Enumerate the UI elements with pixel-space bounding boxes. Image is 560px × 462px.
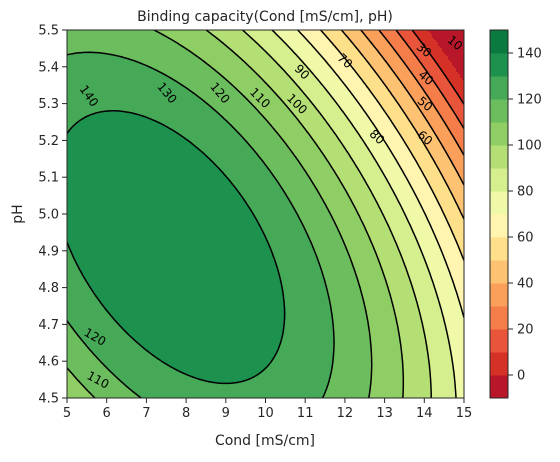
colorbar-tick-label: 40 [517, 277, 534, 292]
colorbar-tick-label: 60 [517, 231, 534, 246]
colorbar-segment [490, 76, 508, 99]
colorbar-segment [490, 375, 508, 398]
chart-title: Binding capacity(Cond [mS/cm], pH) [137, 9, 393, 25]
x-tick-label: 5 [63, 406, 71, 421]
colorbar-segment [490, 329, 508, 352]
colorbar-segment [490, 99, 508, 122]
y-tick-label: 5.4 [38, 60, 59, 75]
y-tick-label: 5.3 [38, 97, 59, 112]
colorbar-segment [490, 53, 508, 76]
x-tick-label: 15 [456, 406, 473, 421]
colorbar-tick-label: 120 [517, 93, 542, 108]
x-tick-label: 10 [257, 406, 274, 421]
y-tick-label: 5.2 [38, 134, 59, 149]
x-tick-label: 12 [337, 406, 354, 421]
y-tick-label: 4.9 [38, 244, 59, 259]
y-tick-label: 4.7 [38, 318, 59, 333]
y-axis-ticks: 4.5 4.6 4.7 4.8 4.9 5.0 5.1 5.2 5.3 5.4 5.5 [38, 24, 67, 407]
x-axis-label: Cond [mS/cm] [215, 433, 315, 449]
colorbar-segment [490, 214, 508, 237]
colorbar-tick-label: 0 [517, 369, 525, 384]
x-axis-ticks: 5 6 7 8 9 10 11 12 13 14 15 [63, 398, 472, 421]
x-tick-label: 8 [182, 406, 190, 421]
x-tick-label: 14 [416, 406, 433, 421]
colorbar-segment [490, 260, 508, 283]
colorbar-segment [490, 168, 508, 191]
colorbar-segment [490, 191, 508, 214]
colorbar-segment [490, 352, 508, 375]
colorbar-tick-label: 140 [517, 47, 542, 62]
colorbar-segment [490, 122, 508, 145]
colorbar-tick-label: 20 [517, 323, 534, 338]
y-axis-label: pH [10, 204, 26, 223]
colorbar-segment [490, 306, 508, 329]
colorbar-segment [490, 237, 508, 260]
x-tick-label: 11 [297, 406, 314, 421]
x-tick-label: 7 [142, 406, 150, 421]
colorbar [490, 30, 508, 398]
y-tick-label: 5.5 [38, 24, 59, 39]
y-tick-label: 4.6 [38, 355, 59, 370]
y-tick-label: 5.1 [38, 171, 59, 186]
y-tick-label: 4.5 [38, 392, 59, 407]
y-tick-label: 4.8 [38, 281, 59, 296]
colorbar-segment [490, 145, 508, 168]
colorbar-tick-label: 100 [517, 139, 542, 154]
x-tick-label: 9 [222, 406, 230, 421]
x-tick-label: 13 [376, 406, 393, 421]
colorbar-ticks: 0 20 40 60 80 100 120 140 [508, 47, 542, 384]
colorbar-tick-label: 80 [517, 185, 534, 200]
x-tick-label: 6 [103, 406, 111, 421]
colorbar-segment [490, 283, 508, 306]
colorbar-segment [490, 30, 508, 53]
y-tick-label: 5.0 [38, 208, 59, 223]
